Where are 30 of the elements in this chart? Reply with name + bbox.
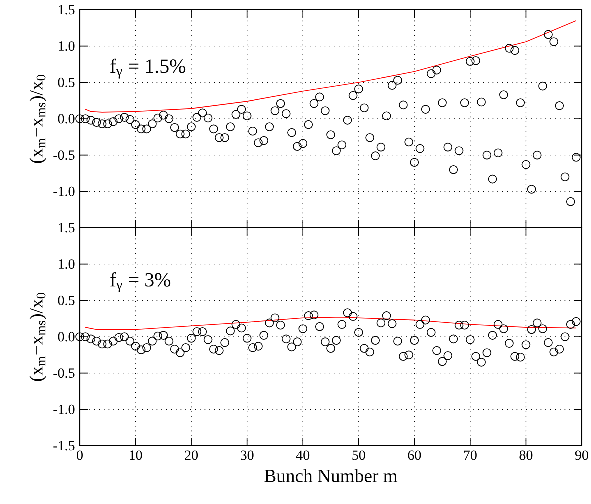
y-tick-label: -0.5 [54,368,75,378]
y-tick-label: -0.5 [54,150,75,160]
annotation: f$_{γ}$ = 3% [110,272,171,292]
y-tick-label: -1.0 [54,186,75,196]
y-tick-label: 0.5 [58,78,75,88]
y-tick-label: 0.5 [58,296,75,306]
line-series [85,20,577,113]
y-tick-label: 1.0 [59,42,75,52]
x-tick-label: 50 [352,450,366,460]
x-tick-label: 10 [130,450,142,460]
x-tick-label: 40 [296,450,310,460]
y-tick-label: 1.0 [59,260,75,270]
y-axis-title: (x$_{m}$−x$_{ms}$)/x$_{0}$ [30,75,47,164]
y-tick-label: 0.0 [58,332,75,342]
x-tick-label: 60 [408,450,422,460]
x-tick-label: 70 [464,450,477,460]
y-tick-label: -1.5 [54,441,75,451]
y-tick-label: 1.5 [59,5,75,15]
x-tick-label: 30 [241,450,254,460]
y-tick-label: -1.0 [54,404,75,414]
annotation: f$_{γ}$ = 1.5% [110,58,186,79]
y-tick-label: 1.5 [59,223,75,233]
y-tick-label: 0.0 [58,114,75,124]
line-series [85,316,577,330]
y-axis-title: (x$_{m}$−x$_{ms}$)/x$_{0}$ [30,293,47,382]
x-tick-label: 90 [575,450,588,460]
x-tick-label: 0 [77,450,83,460]
x-tick-label: 20 [185,450,198,460]
x-tick-label: 80 [520,450,533,460]
x-axis-title: Bunch Number m [264,469,398,482]
